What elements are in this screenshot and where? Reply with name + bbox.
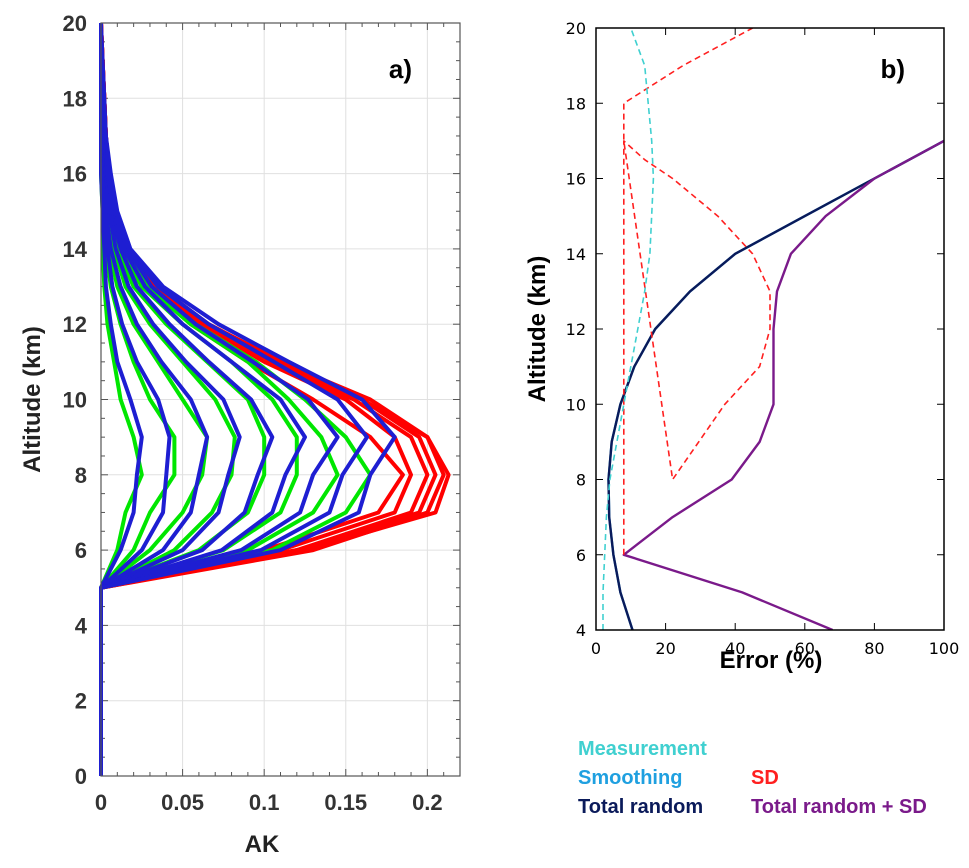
panel-b-series-group: [602, 28, 944, 630]
panel-a-ytick-label: 12: [63, 312, 87, 337]
panel-a-ytick-label: 16: [63, 162, 87, 187]
panel-b-xtick-label: 40: [725, 639, 745, 658]
panel-b-ytick-label: 4: [576, 621, 586, 640]
panel-a-series-line-blue-22: [99, 22, 397, 776]
panel-b-ytick-label: 12: [566, 320, 586, 339]
legend-entry-sd: SD: [751, 767, 779, 789]
panel-a-label: a): [389, 54, 412, 84]
panel-a-ytick-label: 18: [63, 86, 87, 111]
panel-b-ytick-label: 20: [566, 19, 586, 38]
panel-a-ytick-label: 0: [75, 764, 87, 789]
panel-a-ylabel: Altitude (km): [19, 326, 46, 473]
panel-a-ytick-label: 10: [63, 388, 87, 413]
panel-a-ytick-label: 8: [75, 463, 87, 488]
panel-b-label: b): [880, 54, 905, 84]
panel-a-ytick-label: 6: [75, 538, 87, 563]
panel-b-ytick-label: 10: [566, 395, 586, 414]
panel-b-ytick-label: 14: [566, 245, 586, 264]
panel-b-series-line-sd: [622, 28, 771, 555]
panel-b-xtick-label: 0: [591, 639, 601, 658]
legend-entry-total-random: Total random: [578, 796, 703, 818]
panel-b-xlabel: Error (%): [720, 647, 823, 674]
panel-b-xtick-label: 100: [929, 639, 960, 658]
panel-a-xtick-label: 0.05: [161, 790, 204, 815]
panel-b-ytick-label: 18: [566, 94, 586, 113]
panel-a-xtick-label: 0.1: [249, 790, 280, 815]
panel-b-series-line-total-random: [607, 139, 944, 630]
panel-b-xtick-label: 80: [864, 639, 884, 658]
panel-b-frame: [595, 27, 945, 631]
legend-entry-measurement: Measurement: [578, 738, 707, 760]
panel-a-ytick-label: 4: [75, 613, 88, 638]
panel-a-xtick-label: 0: [95, 790, 107, 815]
panel-b-series-line-measurement: [602, 28, 655, 630]
legend-entry-smoothing: Smoothing: [578, 767, 682, 789]
legend-entry-total-random-sd: Total random + SD: [751, 796, 927, 818]
panel-a-xlabel: AK: [245, 831, 280, 858]
panel-a-ytick-label: 20: [63, 11, 87, 36]
panel-a-ytick-label: 14: [63, 237, 88, 262]
panel-b-ytick-label: 8: [576, 471, 586, 490]
panel-b-ylabel: Altitude (km): [524, 256, 551, 403]
panel-a-xtick-label: 0.2: [412, 790, 443, 815]
panel-b-xtick-label: 60: [795, 639, 815, 658]
panel-a-frame: [100, 22, 461, 777]
panel-b-xtick-label: 20: [655, 639, 675, 658]
panel-b-ytick-label: 6: [576, 546, 586, 565]
panel-a-xtick-label: 0.15: [324, 790, 367, 815]
panel-b-ytick-label: 16: [566, 170, 586, 189]
panel-a-ytick-label: 2: [75, 689, 87, 714]
